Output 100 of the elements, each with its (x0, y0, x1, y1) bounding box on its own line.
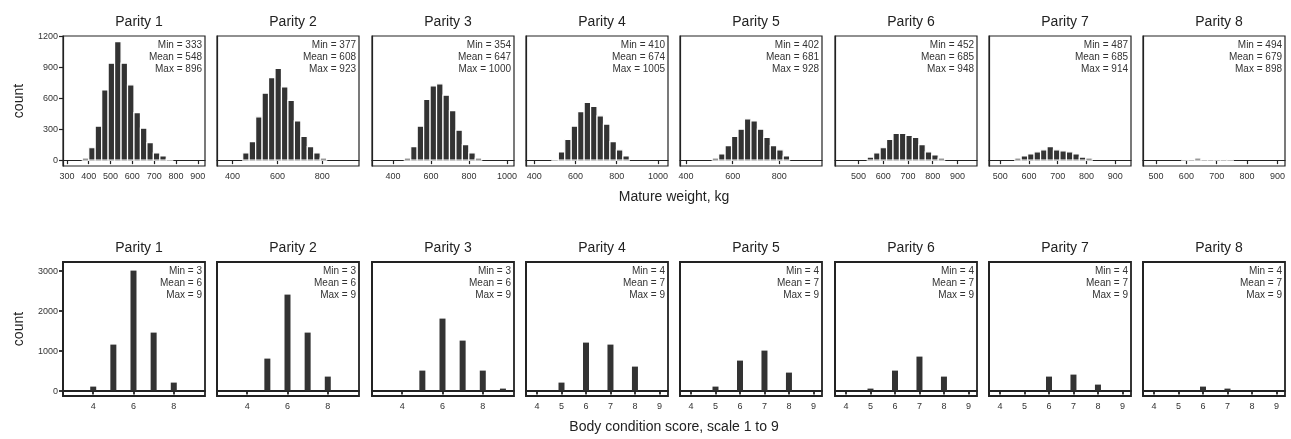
annotation: Min = 487 (1083, 38, 1129, 50)
chart-title: Parity 3 (423, 239, 472, 255)
bar (631, 366, 638, 391)
y-tick-label: 0 (52, 155, 58, 166)
x-axis-title: Body condition score, scale 1 to 9 (568, 418, 780, 434)
x-tick-label: 9 (1119, 400, 1125, 411)
annotation: Min = 452 (929, 38, 974, 50)
x-tick-label: 700 (1209, 170, 1225, 181)
x-tick-label: 4 (399, 400, 405, 411)
bar (582, 342, 589, 391)
x-tick-label: 9 (1274, 400, 1280, 411)
annotation: Min = 494 (1237, 38, 1283, 50)
x-tick-label: 400 (225, 170, 241, 181)
y-tick-label: 0 (52, 385, 58, 396)
annotation: Min = 333 (157, 38, 203, 50)
x-tick-label: 600 (1178, 170, 1194, 181)
annotation: Mean = 7 (1240, 276, 1283, 288)
annotation: Min = 3 (323, 264, 357, 276)
annotation: Max = 9 (629, 288, 666, 300)
x-tick-label: 600 (875, 170, 891, 181)
bar (284, 294, 291, 391)
bar (940, 376, 947, 391)
x-tick-label: 4 (688, 400, 694, 411)
x-tick-label: 800 (1078, 170, 1094, 181)
x-tick-label: 900 (949, 170, 965, 181)
annotation: Max = 9 (937, 288, 974, 300)
bar (418, 370, 425, 391)
x-tick-label: 7 (607, 400, 613, 411)
chart-title: Parity 4 (578, 239, 626, 255)
bar (558, 382, 565, 391)
y-tick-label: 300 (42, 124, 58, 135)
x-tick-label: 8 (940, 400, 946, 411)
x-tick-label: 6 (1200, 400, 1206, 411)
x-tick-label: 6 (583, 400, 589, 411)
annotation: Max = 1005 (612, 62, 666, 74)
annotation: Mean = 7 (931, 276, 974, 288)
x-tick-label: 300 (59, 170, 75, 181)
x-tick-label: 600 (1021, 170, 1037, 181)
x-tick-label: 600 (270, 170, 286, 181)
annotation: Mean = 674 (611, 50, 666, 62)
x-tick-label: 9 (965, 400, 971, 411)
x-tick-label: 8 (479, 400, 485, 411)
chart-title: Parity 2 (269, 13, 318, 29)
x-tick-label: 7 (916, 400, 922, 411)
x-tick-label: 600 (725, 170, 741, 181)
chart-title: Parity 7 (1041, 13, 1089, 29)
annotation: Min = 4 (940, 264, 974, 276)
annotation: Max = 928 (772, 62, 820, 74)
bar (439, 318, 446, 391)
annotation: Max = 923 (309, 62, 357, 74)
chart-title: Parity 6 (886, 239, 935, 255)
annotation: Mean = 7 (777, 276, 820, 288)
chart-title: Parity 8 (1195, 239, 1244, 255)
annotation: Max = 914 (1080, 62, 1129, 74)
x-tick-label: 1000 (496, 170, 517, 181)
annotation: Max = 9 (783, 288, 820, 300)
x-tick-label: 7 (1225, 400, 1231, 411)
x-tick-label: 800 (315, 170, 331, 181)
x-tick-label: 5 (1021, 400, 1027, 411)
y-tick-label: 2000 (37, 305, 58, 316)
annotation: Min = 4 (1249, 264, 1283, 276)
x-tick-label: 400 (385, 170, 401, 181)
bar (867, 388, 873, 391)
x-tick-label: 500 (992, 170, 1008, 181)
annotation: Mean = 679 (1229, 50, 1283, 62)
bar (737, 360, 744, 391)
x-tick-label: 6 (1046, 400, 1052, 411)
x-tick-label: 800 (772, 170, 788, 181)
y-tick-label: 1000 (37, 345, 58, 356)
annotation: Min = 3 (168, 264, 203, 276)
x-tick-label: 6 (130, 400, 136, 411)
annotation: Max = 9 (474, 288, 512, 300)
bar (264, 358, 271, 391)
annotation: Max = 9 (320, 288, 357, 300)
x-tick-label: 800 (609, 170, 625, 181)
bar (325, 376, 332, 391)
chart-title: Parity 6 (886, 13, 935, 29)
bar (891, 370, 898, 391)
y-tick-label: 3000 (37, 265, 58, 276)
x-tick-label: 500 (103, 170, 119, 181)
x-tick-label: 8 (325, 400, 331, 411)
annotation: Mean = 6 (468, 276, 512, 288)
annotation: Max = 948 (926, 62, 974, 74)
y-tick-label: 1200 (37, 31, 58, 42)
x-tick-label: 600 (567, 170, 583, 181)
x-tick-label: 400 (678, 170, 694, 181)
x-tick-label: 7 (1070, 400, 1076, 411)
y-axis-title: count (10, 83, 26, 119)
annotation: Min = 354 (466, 38, 512, 50)
annotation: Mean = 685 (1074, 50, 1129, 62)
x-tick-label: 6 (439, 400, 445, 411)
x-tick-label: 1000 (647, 170, 668, 181)
x-tick-label: 900 (1107, 170, 1123, 181)
x-tick-label: 800 (1239, 170, 1255, 181)
x-tick-label: 600 (423, 170, 439, 181)
x-tick-label: 8 (171, 400, 177, 411)
x-tick-label: 4 (843, 400, 849, 411)
y-tick-label: 600 (42, 93, 58, 104)
annotation: Mean = 7 (1085, 276, 1129, 288)
bar (170, 382, 177, 391)
